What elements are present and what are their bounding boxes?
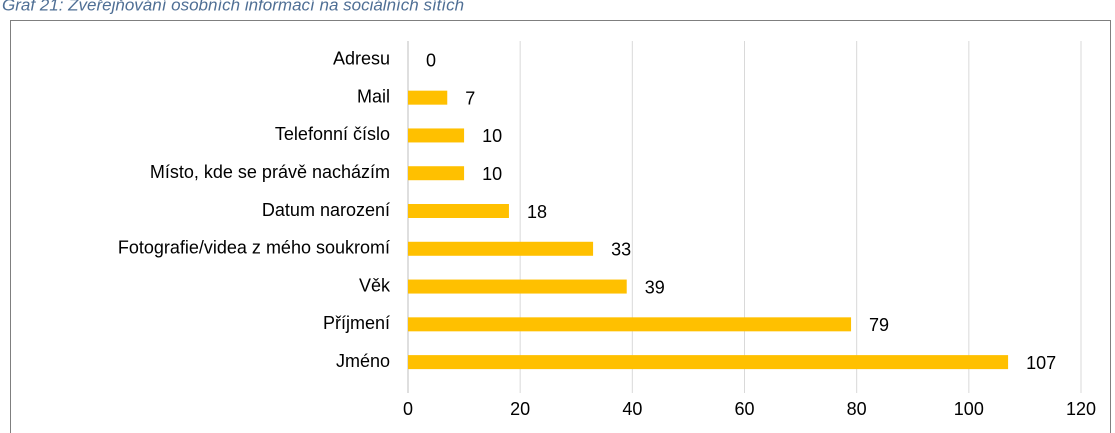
y-tick-label: Fotografie/videa z mého soukromí	[118, 238, 390, 258]
data-label: 18	[527, 202, 547, 222]
data-label: 33	[611, 240, 631, 260]
bar	[408, 90, 448, 105]
data-label: 0	[426, 51, 436, 71]
data-label: 10	[482, 164, 502, 184]
x-tick-label: 120	[1066, 399, 1096, 419]
data-label: 107	[1026, 353, 1056, 373]
y-tick-label: Datum narození	[262, 200, 390, 220]
y-tick-label: Místo, kde se právě nacházím	[150, 162, 390, 182]
x-tick-label: 0	[403, 399, 413, 419]
x-tick-label: 100	[954, 399, 984, 419]
x-tick-label: 60	[734, 399, 754, 419]
bar	[408, 355, 1009, 370]
x-tick-label: 20	[510, 399, 530, 419]
y-tick-label: Jméno	[336, 351, 390, 371]
data-label: 79	[869, 315, 889, 335]
bar	[408, 279, 627, 294]
data-label: 39	[645, 277, 665, 297]
bar	[408, 204, 509, 218]
data-label: 7	[465, 88, 475, 108]
y-tick-label: Mail	[357, 86, 390, 106]
y-tick-label: Příjmení	[323, 313, 390, 333]
y-tick-label: Telefonní číslo	[275, 124, 390, 144]
bar	[408, 241, 594, 256]
y-tick-label: Adresu	[333, 49, 390, 69]
y-tick-label: Věk	[359, 275, 391, 295]
bar	[408, 128, 465, 143]
bar	[408, 166, 465, 181]
bar	[408, 317, 852, 332]
chart-border	[10, 20, 1111, 433]
x-tick-label: 40	[622, 399, 642, 419]
x-tick-label: 80	[847, 399, 867, 419]
data-label: 10	[482, 126, 502, 146]
chart-title: Graf 21: Zveřejňování osobních informací…	[2, 0, 464, 14]
